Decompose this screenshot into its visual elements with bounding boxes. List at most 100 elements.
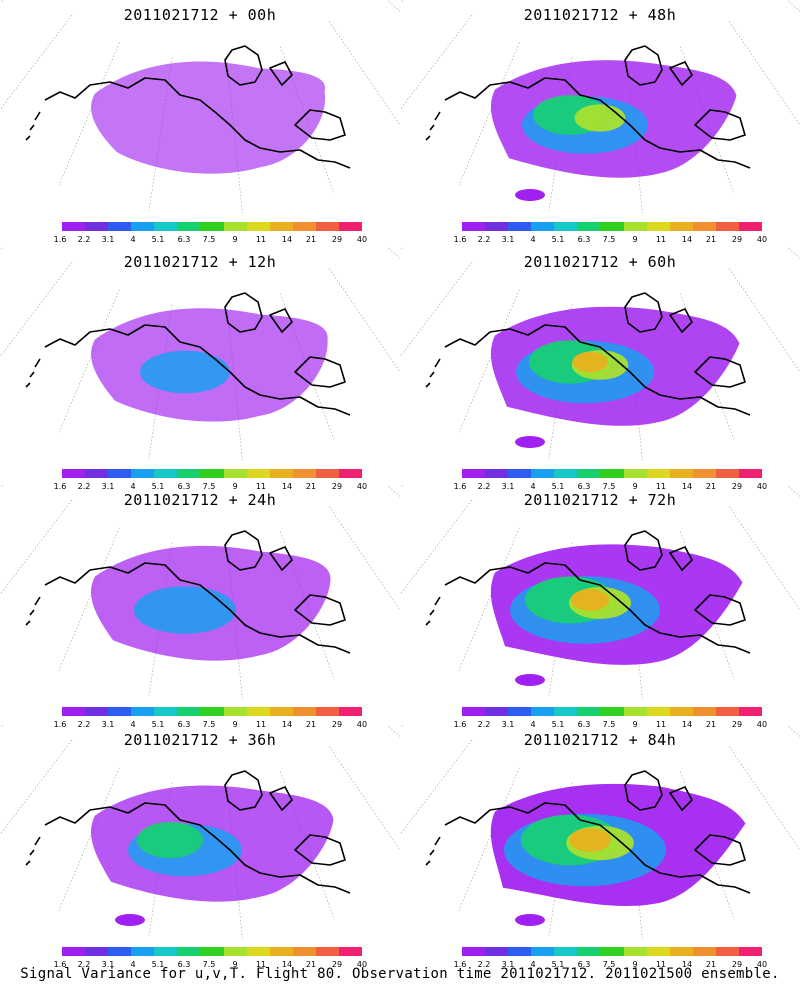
colorbar-tick-label: 1.6 [453,720,467,729]
colorbar-tick-label: 9 [632,720,638,729]
coastlines [425,530,751,654]
colorbar-tick-labels: 1.6 2.2 3.1 4 5.1 6.3 7.5 9 11 14 21 29 40 [50,482,374,492]
colorbar-swatch [738,947,763,956]
colorbar-tick-label: 9 [232,720,238,729]
colorbar-tick-label: 5.1 [151,482,165,491]
colorbar [62,707,363,716]
colorbar-swatch [269,707,293,716]
variance-map [0,247,400,461]
colorbar-tick-label: 7.5 [602,960,616,969]
colorbar-swatch [62,947,86,956]
colorbar-swatch [600,469,624,478]
colorbar-swatch [154,707,178,716]
colorbar-tick-label: 3.1 [101,235,115,244]
colorbar-swatch [554,469,578,478]
colorbar-tick-label: 21 [705,235,717,244]
colorbar-tick-label: 1.6 [453,482,467,491]
colorbar-swatch [269,947,293,956]
colorbar-swatch [177,469,201,478]
colorbar-swatch [485,222,509,231]
map-panel: 2011021712 + 60h 1.6 2.2 3.1 4 5.1 6.3 7.5 9 11 14… [400,247,800,492]
colorbar-swatch [646,222,670,231]
colorbar-swatch [531,947,555,956]
colorbar-tick-label: 40 [356,960,368,969]
colorbar-swatch [554,707,578,716]
colorbar-tick-label: 5.1 [551,720,565,729]
colorbar-tick-label: 6.3 [577,720,591,729]
colorbar-swatch [246,222,270,231]
variance-map [400,0,800,214]
coastlines [425,770,751,894]
colorbar-tick-label: 14 [281,482,293,491]
colorbar-tick-label: 5.1 [151,235,165,244]
map-panel: 2011021712 + 36h 1.6 2.2 3.1 4 5.1 6.3 7.5 9 11 14… [0,725,400,970]
colorbar-tick-label: 5.1 [151,720,165,729]
colorbar-swatch [269,222,293,231]
colorbar-tick-label: 3.1 [501,720,515,729]
colorbar-swatch [669,947,693,956]
colorbar-tick-label: 21 [305,235,317,244]
colorbar-tick-label: 40 [756,960,768,969]
colorbar-swatch [623,469,647,478]
colorbar-swatch [62,707,86,716]
colorbar-swatch [531,469,555,478]
colorbar-swatch [738,707,763,716]
colorbar-swatch [462,947,486,956]
colorbar-tick-label: 9 [632,482,638,491]
variance-map [400,485,800,699]
panel-title: 2011021712 + 60h [523,253,677,271]
colorbar-swatch [485,469,509,478]
colorbar-tick-label: 40 [756,235,768,244]
colorbar-tick-label: 1.6 [453,960,467,969]
colorbar-swatch [508,469,532,478]
colorbar [462,707,763,716]
colorbar-tick-label: 21 [705,482,717,491]
colorbar-swatch [177,222,201,231]
colorbar-tick-label: 6.3 [577,960,591,969]
colorbar-tick-label: 5.1 [551,235,565,244]
colorbar-tick-label: 14 [281,235,293,244]
colorbar-swatch [85,222,109,231]
colorbar-swatch [315,947,339,956]
colorbar-tick-label: 11 [655,720,667,729]
colorbar-swatch [200,469,224,478]
colorbar-tick-label: 40 [356,235,368,244]
colorbar-swatch [577,707,601,716]
colorbar-swatch [246,947,270,956]
colorbar-swatch [223,947,247,956]
colorbar-tick-label: 14 [281,960,293,969]
colorbar-swatch [531,222,555,231]
colorbar-tick-label: 9 [232,482,238,491]
colorbar-swatch [692,947,716,956]
colorbar-swatch [715,222,739,231]
colorbar-swatch [669,707,693,716]
colorbar-tick-label: 14 [281,720,293,729]
colorbar-swatch [600,707,624,716]
coastlines [425,45,751,169]
colorbar-swatch [646,469,670,478]
colorbar-tick-label: 3.1 [101,720,115,729]
colorbar-swatch [200,707,224,716]
colorbar-tick-label: 29 [731,960,743,969]
colorbar-swatch [131,707,155,716]
colorbar-tick-label: 40 [356,720,368,729]
colorbar-tick-label: 21 [705,960,717,969]
colorbar-tick-label: 2.2 [477,720,491,729]
panel-title: 2011021712 + 84h [523,731,677,749]
colorbar-tick-label: 29 [731,482,743,491]
colorbar-swatch [462,469,486,478]
map-panel: 2011021712 + 24h 1.6 2.2 3.1 4 5.1 6.3 7.5 9 11 14… [0,485,400,730]
colorbar-tick-label: 1.6 [53,720,67,729]
colorbar-swatch [292,222,316,231]
colorbar-tick-label: 4 [130,235,136,244]
colorbar-tick-labels: 1.6 2.2 3.1 4 5.1 6.3 7.5 9 11 14 21 29 40 [50,960,374,970]
colorbar-swatch [485,947,509,956]
colorbar-swatch [738,222,763,231]
colorbar-swatch [485,707,509,716]
panel-title: 2011021712 + 36h [123,731,277,749]
colorbar-tick-label: 3.1 [101,960,115,969]
colorbar-tick-label: 2.2 [77,482,91,491]
colorbar-swatch [62,469,86,478]
colorbar-swatch [338,222,363,231]
colorbar-swatch [338,947,363,956]
